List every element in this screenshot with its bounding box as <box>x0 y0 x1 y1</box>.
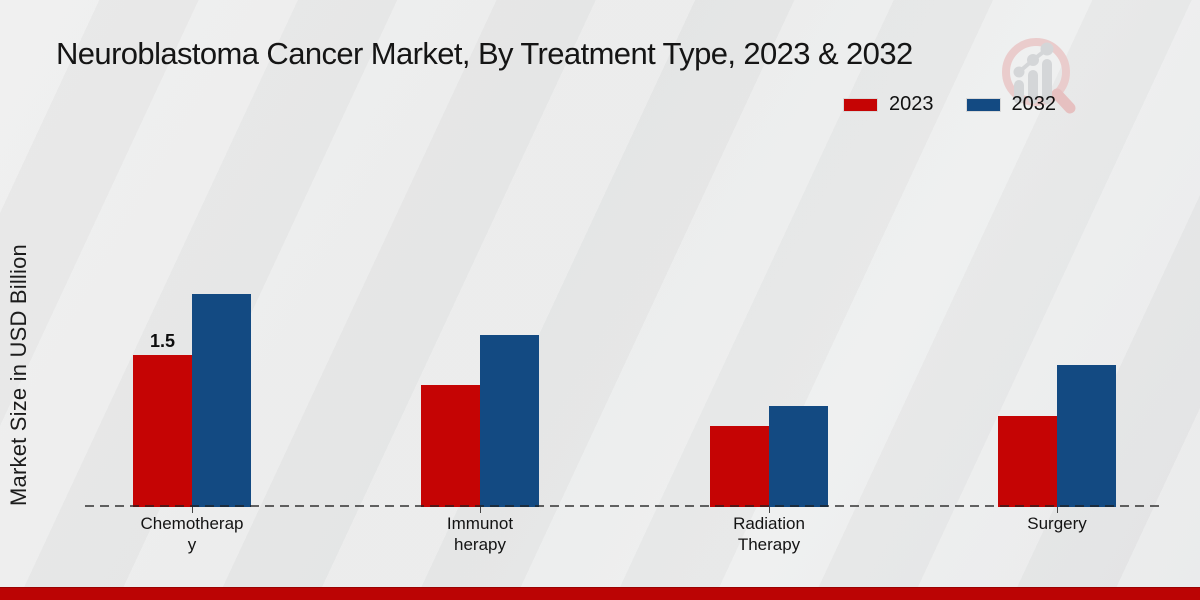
bar-2032-surgery <box>1057 365 1116 507</box>
bar-2023-immunotherapy <box>421 385 480 507</box>
chart-title: Neuroblastoma Cancer Market, By Treatmen… <box>56 36 913 71</box>
magnifier-bar-chart-watermark-icon <box>1002 38 1076 114</box>
category-label-radiation-therapy: Radiation Therapy <box>733 514 805 554</box>
footer-accent-bar <box>0 587 1200 600</box>
category-label-surgery: Surgery <box>1027 514 1087 533</box>
x-axis-tick-radiation-therapy <box>769 507 770 513</box>
legend-item-2023: 2023 <box>843 93 934 116</box>
bar-2023-surgery <box>998 416 1057 507</box>
category-label-immunotherapy: Immunot herapy <box>446 514 514 554</box>
bar-2023-radiation-therapy <box>710 426 769 507</box>
bar-2032-chemotherapy <box>192 294 251 507</box>
legend-swatch-2023 <box>843 97 878 112</box>
x-axis-tick-surgery <box>1057 507 1058 513</box>
legend-label-2032: 2032 <box>1011 93 1057 115</box>
x-axis-line <box>85 505 1163 507</box>
bar-2032-immunotherapy <box>480 335 539 507</box>
bar-value-label-2023: 1.5 <box>149 331 176 351</box>
legend-item-2032: 2032 <box>965 93 1057 116</box>
x-axis-tick-immunotherapy <box>480 507 481 513</box>
legend: 2023 2032 <box>843 93 1056 116</box>
legend-swatch-2032 <box>965 97 1001 112</box>
category-label-chemotherapy: Chemotherap y <box>140 514 244 554</box>
legend-label-2023: 2023 <box>889 93 934 115</box>
x-axis-tick-chemotherapy <box>192 507 193 513</box>
bar-2032-radiation-therapy <box>769 406 828 507</box>
bar-2023-chemotherapy <box>133 355 192 507</box>
